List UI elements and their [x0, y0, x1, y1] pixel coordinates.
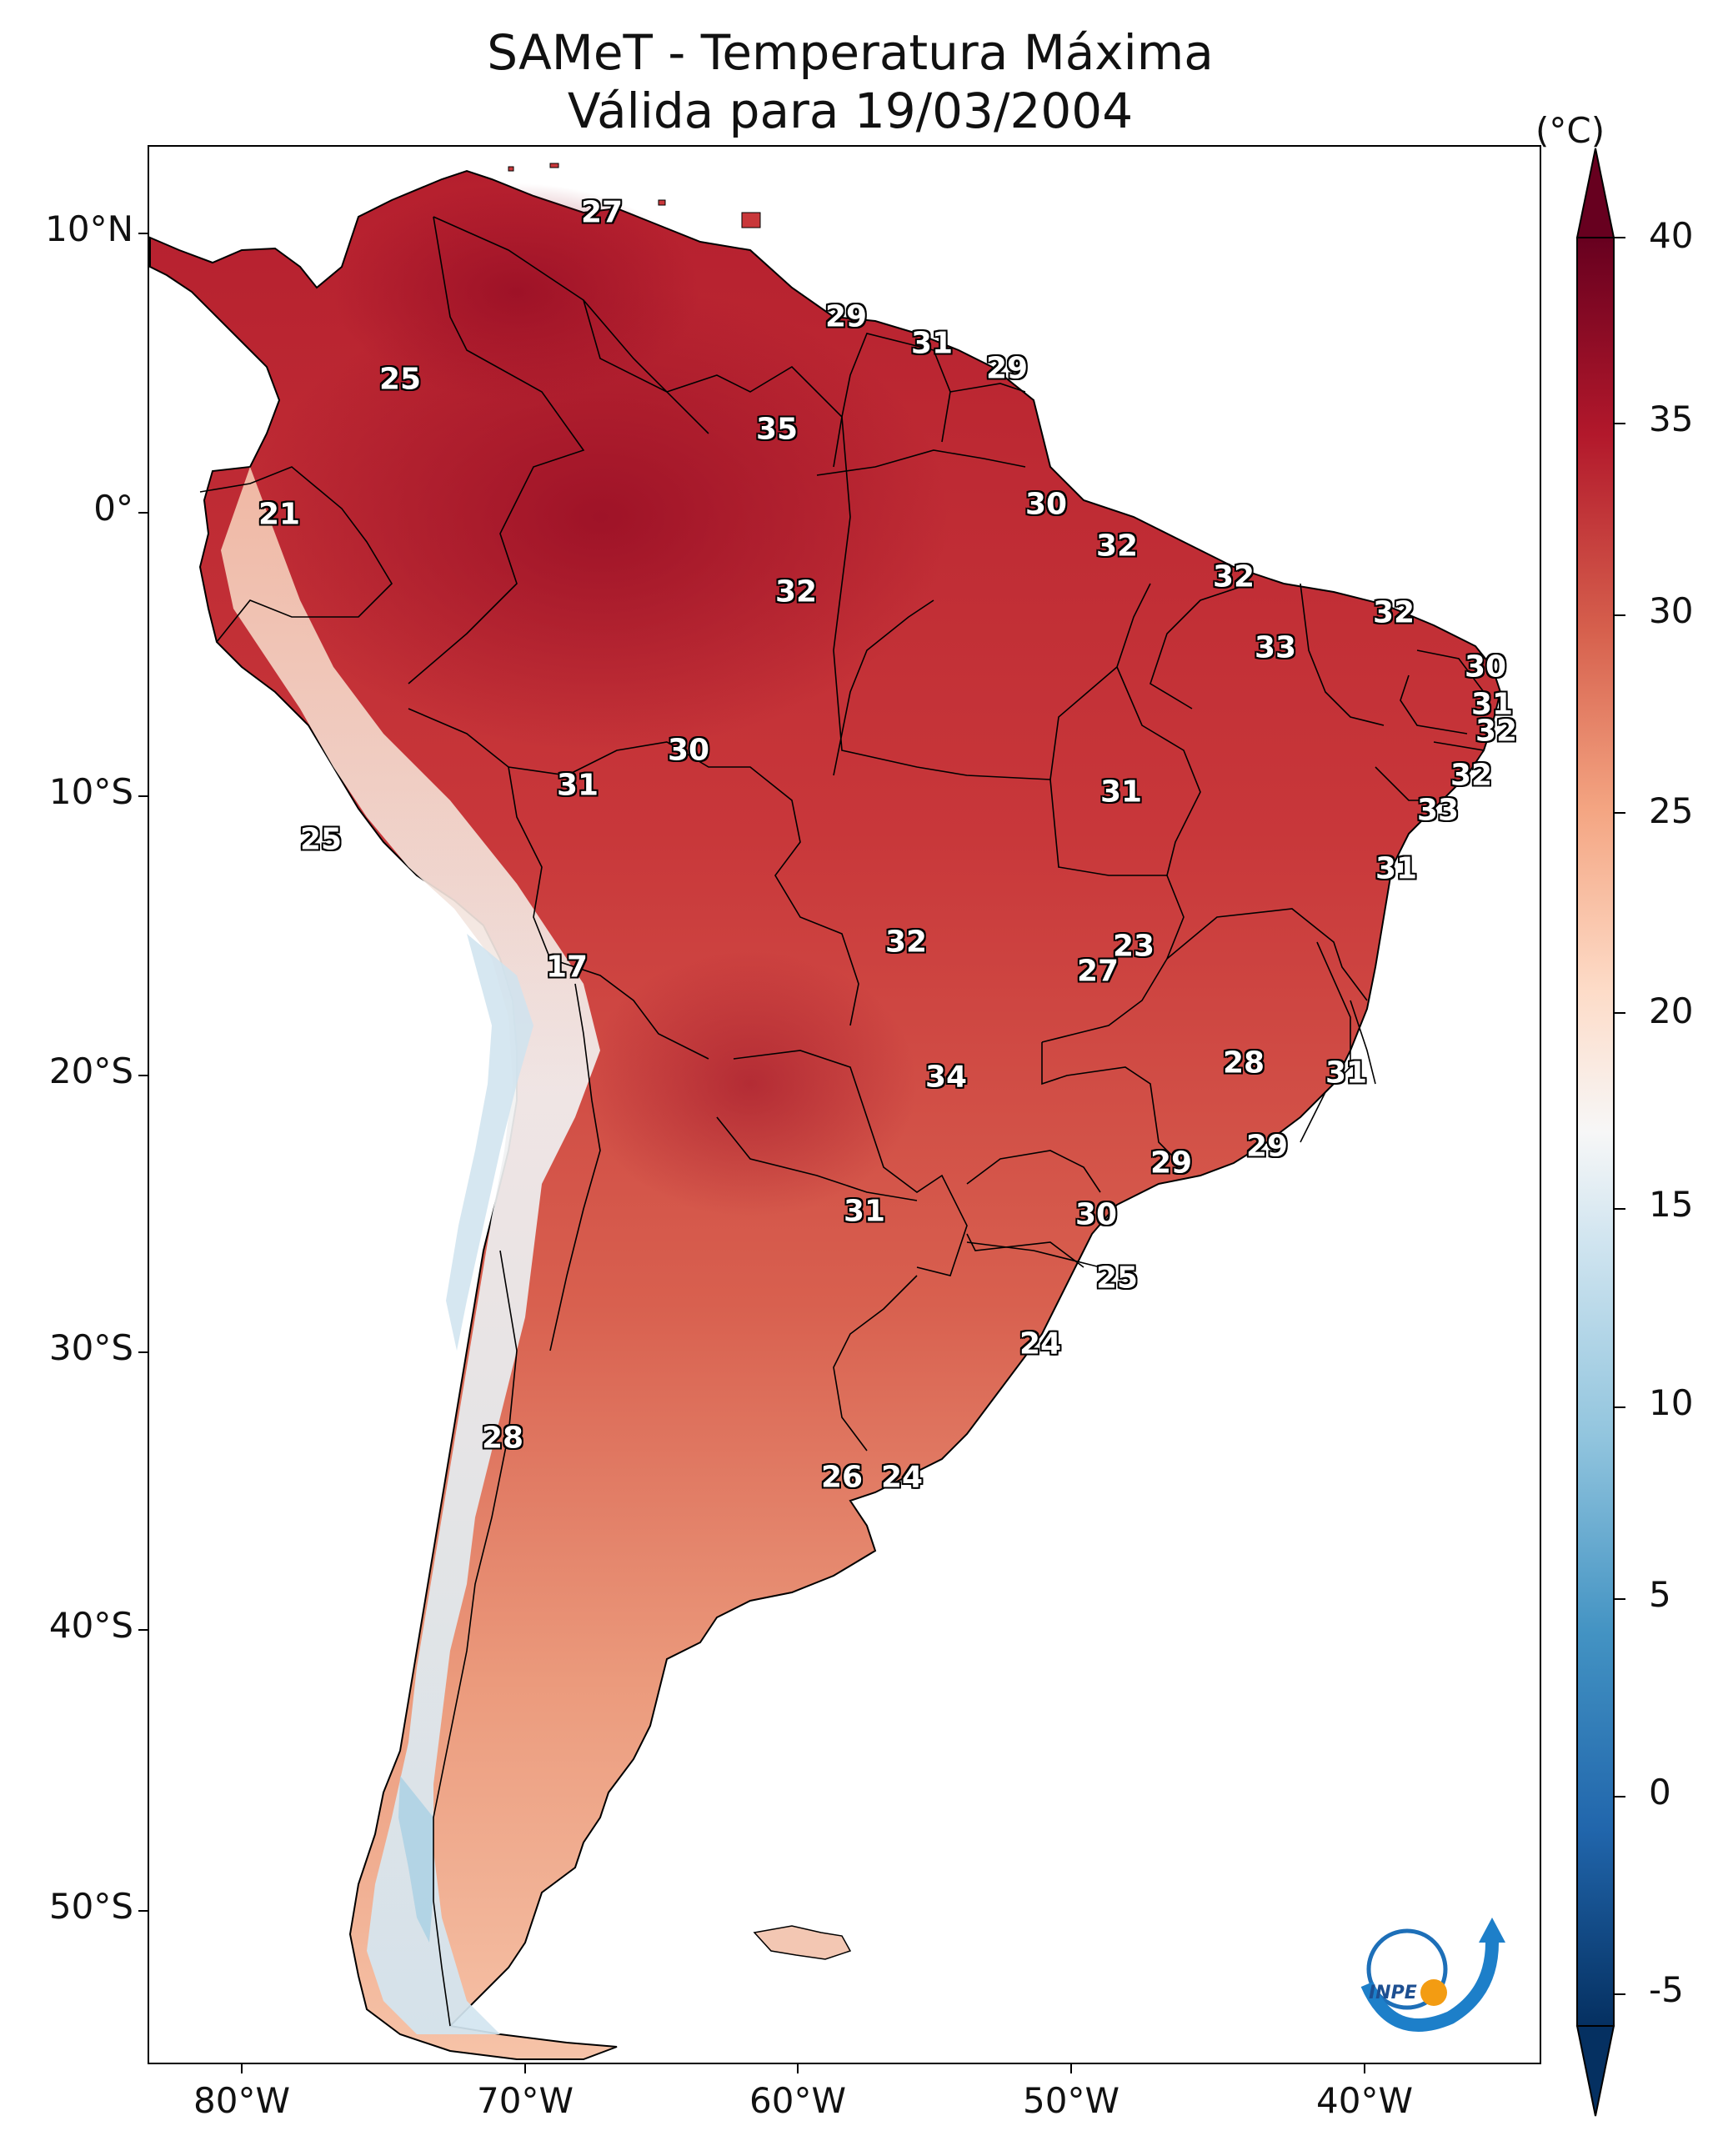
- cb-tick-35: 35: [1649, 399, 1694, 439]
- temp-label: 30: [667, 733, 710, 768]
- inpe-logo-arrow-icon: [1479, 1918, 1505, 1943]
- temp-label: 29: [1245, 1129, 1289, 1164]
- colorbar-body: [1576, 237, 1615, 2027]
- temp-label: 29: [824, 299, 868, 334]
- temp-label: 34: [924, 1060, 968, 1095]
- cb-tick-40: 40: [1649, 215, 1694, 256]
- temp-label: 32: [1450, 758, 1493, 793]
- temp-label: 32: [1095, 529, 1139, 564]
- colorbar-bottom-arrow: [1575, 2025, 1615, 2117]
- temp-label: 31: [1470, 687, 1514, 722]
- lat-tick-10s: 10°S: [48, 771, 133, 812]
- temp-label: 33: [1254, 630, 1297, 665]
- map-title: SAMeT - Temperatura Máxima: [487, 24, 1214, 81]
- inpe-logo-ring: [1366, 1928, 1448, 2010]
- chaco-hot-zone: [584, 950, 917, 1217]
- lat-tick-30s: 30°S: [48, 1327, 133, 1368]
- temp-label: 29: [1150, 1146, 1193, 1181]
- colorbar: [1575, 148, 1615, 2117]
- cb-tick-10: 10: [1649, 1382, 1694, 1423]
- cb-tick-30: 30: [1649, 590, 1694, 631]
- lon-tick-40w: 40°W: [1316, 2080, 1413, 2121]
- lat-tick-50s: 50°S: [48, 1886, 133, 1927]
- temp-label: 29: [985, 351, 1029, 386]
- temp-label: 25: [378, 362, 422, 397]
- inpe-logo-swoosh: [1360, 1942, 1499, 2032]
- colorbar-unit: (°C): [1535, 110, 1605, 151]
- lat-tick-40s: 40°S: [48, 1605, 133, 1646]
- lat-tick-20s: 20°S: [48, 1050, 133, 1091]
- cb-tick-5: 5: [1649, 1574, 1671, 1615]
- llanos-hot-zone: [333, 183, 700, 400]
- temp-label: 31: [843, 1194, 886, 1229]
- temp-label: 32: [1372, 595, 1415, 630]
- temp-label: 31: [910, 326, 954, 361]
- temp-label: 32: [774, 574, 818, 609]
- cb-tick-25: 25: [1649, 790, 1694, 831]
- axis-ticks: [138, 233, 1365, 2073]
- temp-label: 17: [545, 950, 589, 985]
- inpe-logo-sun-icon: [1420, 1979, 1447, 2006]
- map-subtitle: Válida para 19/03/2004: [567, 83, 1134, 139]
- temp-label: 24: [880, 1460, 924, 1495]
- temp-label: 25: [1095, 1261, 1139, 1296]
- temp-label: 27: [1076, 954, 1119, 989]
- temp-label: 30: [1074, 1197, 1118, 1232]
- country-borders: [199, 216, 1485, 2027]
- temp-label: 24: [1019, 1326, 1062, 1361]
- inpe-logo-text: INPE: [1369, 1983, 1417, 2003]
- colorbar-top-arrow: [1575, 148, 1615, 238]
- cb-tick-0: 0: [1649, 1772, 1671, 1813]
- lat-tick-10n: 10°N: [45, 208, 133, 249]
- temp-label: 32: [884, 925, 928, 960]
- temp-label: 31: [1099, 775, 1143, 810]
- cb-tick-20: 20: [1649, 990, 1694, 1031]
- offshore-islands: [508, 163, 761, 228]
- temp-label: 32: [1212, 559, 1255, 594]
- temp-label: 31: [1325, 1055, 1368, 1091]
- lat-tick-0: 0°: [93, 488, 133, 529]
- temp-label: 30: [1024, 487, 1068, 522]
- temp-label: 21: [258, 497, 301, 532]
- lon-tick-70w: 70°W: [477, 2080, 573, 2121]
- temp-label: 28: [1222, 1045, 1265, 1081]
- amazon-hot-zone: [250, 283, 950, 750]
- lon-tick-80w: 80°W: [193, 2080, 290, 2121]
- lon-tick-60w: 60°W: [749, 2080, 846, 2121]
- temp-label: 23: [1112, 929, 1155, 964]
- patagonia-cold-zone: [398, 1776, 433, 1943]
- cb-tick-15: 15: [1649, 1184, 1694, 1225]
- temp-label: 27: [580, 195, 624, 230]
- falkland-islands: [753, 1925, 852, 1960]
- inpe-logo: [1360, 1918, 1505, 2032]
- temp-label: 28: [481, 1421, 524, 1456]
- temp-label: 35: [755, 412, 799, 447]
- cb-tick-minus5: -5: [1649, 1969, 1684, 2010]
- temp-label: 30: [1464, 649, 1507, 684]
- temp-label: 32: [1475, 714, 1518, 749]
- temp-label: 25: [299, 822, 343, 857]
- temp-label: 33: [1416, 793, 1460, 828]
- temp-label: 26: [820, 1460, 864, 1495]
- andes-snow-core: [446, 934, 533, 1351]
- andes-cool-band: [221, 467, 600, 2034]
- temp-label: 31: [556, 768, 599, 803]
- colorbar-ticks: [1614, 237, 1625, 1995]
- temp-label: 31: [1375, 851, 1418, 886]
- lon-tick-50w: 50°W: [1023, 2080, 1119, 2121]
